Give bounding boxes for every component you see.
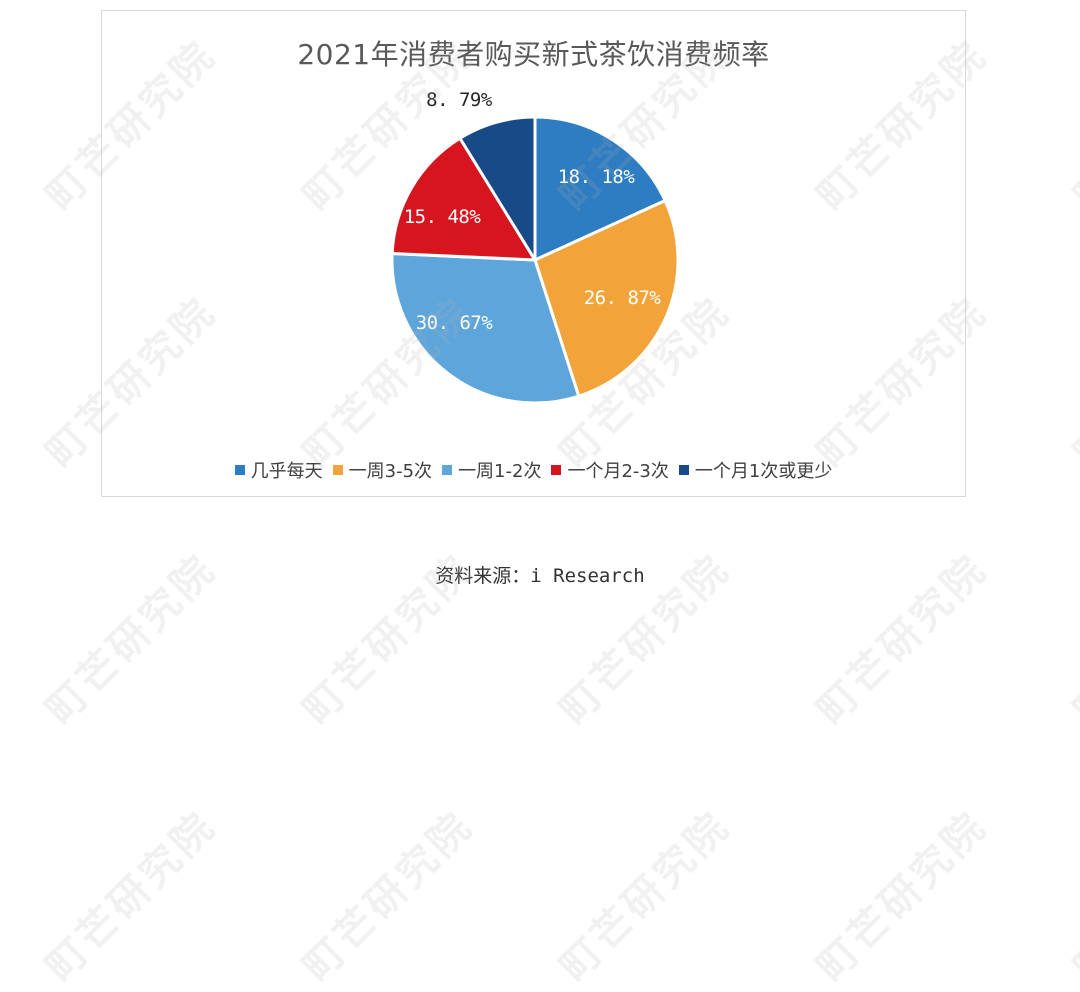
legend-label: 一个月2-3次 [567,461,669,482]
slice-label: 26. 87% [583,287,661,309]
chart-frame: 2021年消费者购买新式茶饮消费频率 18. 18% 26. 87% 30. 67%… [101,10,966,497]
watermark-text: 町芒研究院 [1065,31,1080,220]
watermark-text: 町芒研究院 [1065,288,1080,477]
legend-label: 几乎每天 [250,461,323,482]
legend-item-2-3-monthly: 一个月2-3次 [551,457,669,483]
watermark-text: 町芒研究院 [808,802,997,991]
watermark-text: 町芒研究院 [37,802,226,991]
watermark-text: 町芒研究院 [294,802,483,991]
slice-label: 18. 18% [557,166,635,188]
watermark-text: 町芒研究院 [551,802,740,991]
pie-chart [390,115,680,405]
slice-3-5-weekly [533,199,680,398]
source-caption: 资料来源：i Research [435,565,645,587]
watermark-text: 町芒研究院 [1065,802,1080,991]
legend-item-monthly-or-less: 一个月1次或更少 [678,457,833,483]
slice-label: 30. 67% [415,312,493,334]
legend-label: 一个月1次或更少 [694,461,833,482]
slice-2-3-monthly [390,136,537,262]
legend-item-daily: 几乎每天 [234,457,323,483]
chart-legend: 几乎每天 一周3-5次 一周1-2次 一个月2-3次 一个月1次或更少 [102,457,965,483]
slice-label: 15. 48% [403,206,481,228]
legend-swatch-icon [551,465,562,475]
slice-1-2-weekly [390,251,581,405]
legend-item-3-5-weekly: 一周3-5次 [332,457,433,483]
slice-monthly-or-less [458,115,537,262]
legend-swatch-icon [442,465,453,475]
chart-title: 2021年消费者购买新式茶饮消费频率 [297,38,770,71]
legend-swatch-icon [678,465,689,475]
legend-label: 一周3-5次 [348,461,433,482]
legend-label: 一周1-2次 [458,461,542,482]
slice-label: 8. 79% [426,89,492,111]
legend-swatch-icon [332,465,343,475]
slice-daily [533,115,667,262]
legend-swatch-icon [234,465,245,475]
legend-item-1-2-weekly: 一周1-2次 [442,457,541,483]
